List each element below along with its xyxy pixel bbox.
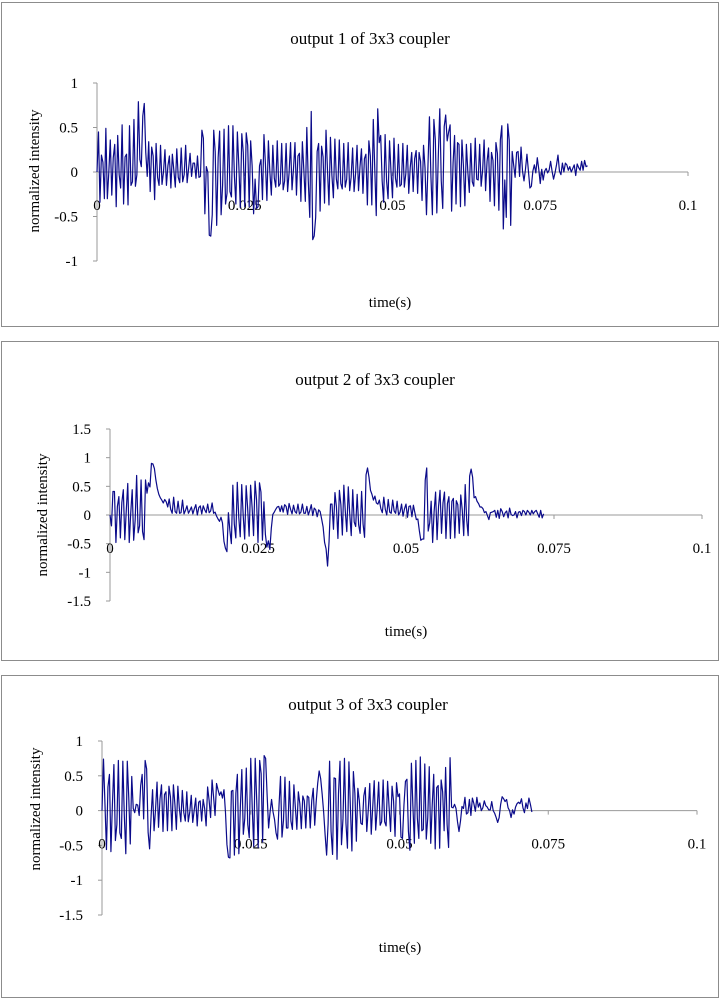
x-axis-label: time(s) (379, 940, 422, 956)
axes (106, 428, 703, 602)
x-axis-label: time(s) (369, 295, 412, 311)
chart-output-1: output 1 of 3x3 coupler time(s) normaliz… (27, 29, 697, 311)
chart-output-2: output 2 of 3x3 coupler time(s) normaliz… (35, 370, 711, 640)
y-axis-label: normalized intensity (28, 747, 44, 870)
y-tick-label: 0 (71, 165, 79, 181)
series-line-output-2 (109, 462, 545, 567)
x-tick-labels: 0 0.025 0.05 0.075 0.1 (93, 198, 697, 214)
y-tick-label: -0.5 (59, 838, 83, 854)
chart-title: output 2 of 3x3 coupler (295, 370, 455, 389)
y-tick-label: 1 (84, 451, 92, 467)
x-tick-label: 0.075 (537, 541, 571, 557)
y-tick-label: -0.5 (67, 537, 91, 553)
x-tick-label: 0.1 (688, 837, 707, 853)
y-tick-label: 1 (76, 734, 84, 750)
x-tick-label: 0 (98, 837, 106, 853)
chart-title: output 1 of 3x3 coupler (290, 29, 450, 48)
series-line-output-3 (101, 755, 533, 860)
x-axis-label: time(s) (385, 624, 428, 640)
x-tick-label: 0 (93, 198, 101, 214)
y-tick-label: 0 (84, 508, 92, 524)
y-tick-label: 0.5 (72, 479, 91, 495)
y-tick-label: -0.5 (54, 210, 78, 226)
y-tick-label: 0 (76, 804, 84, 820)
x-tick-label: 0.05 (393, 541, 419, 557)
y-tick-label: -1 (79, 565, 92, 581)
y-tick-label: -1.5 (67, 594, 91, 610)
y-tick-labels: 1 0.5 0 -0.5 -1 (54, 76, 78, 270)
axes (98, 740, 698, 916)
x-tick-label: 0.025 (234, 837, 268, 853)
chart-title: output 3 of 3x3 coupler (288, 695, 448, 714)
y-tick-labels: 1.5 1 0.5 0 -0.5 -1 -1.5 (67, 422, 91, 610)
x-tick-labels: 0 0.025 0.05 0.075 0.1 (98, 837, 706, 853)
y-tick-label: 0.5 (59, 121, 78, 137)
y-axis-label: normalized intensity (35, 453, 51, 576)
x-tick-labels: 0 0.025 0.05 0.075 0.1 (106, 541, 711, 557)
y-tick-label: -1 (71, 873, 84, 889)
chart-panel-output-3: output 3 of 3x3 coupler time(s) normaliz… (1, 675, 719, 998)
x-tick-label: 0.075 (531, 837, 565, 853)
series-line-output-1 (96, 101, 588, 241)
y-axis-label: normalized intensity (27, 109, 43, 232)
chart-panel-output-2: output 2 of 3x3 coupler time(s) normaliz… (1, 341, 719, 661)
y-tick-label: -1.5 (59, 908, 83, 924)
x-tick-label: 0.1 (679, 198, 698, 214)
chart-panel-output-1: output 1 of 3x3 coupler time(s) normaliz… (1, 2, 719, 327)
x-tick-label: 0 (106, 541, 114, 557)
y-tick-labels: 1 0.5 0 -0.5 -1 -1.5 (59, 734, 83, 924)
y-tick-label: 1 (71, 76, 79, 92)
x-tick-label: 0.05 (386, 837, 412, 853)
chart-output-3: output 3 of 3x3 coupler time(s) normaliz… (28, 695, 706, 956)
y-tick-label: 1.5 (72, 422, 91, 438)
x-tick-label: 0.1 (693, 541, 712, 557)
x-tick-label: 0.05 (379, 198, 405, 214)
y-tick-label: 0.5 (64, 769, 83, 785)
y-tick-label: -1 (66, 254, 79, 270)
x-tick-label: 0.075 (523, 198, 557, 214)
